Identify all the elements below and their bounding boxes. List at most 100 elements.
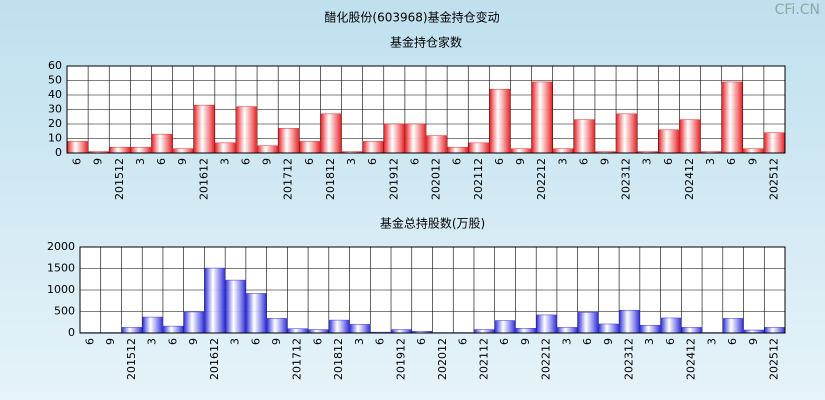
x-tick-label: 202412: [685, 338, 698, 380]
bar: [598, 323, 619, 334]
bar: [619, 309, 640, 334]
bar: [510, 148, 532, 154]
bar: [225, 279, 246, 334]
y-tick-label: 2000: [47, 240, 75, 253]
x-tick-label: 9: [747, 338, 760, 345]
x-tick-label: 3: [641, 158, 654, 165]
bar: [658, 129, 680, 154]
x-tick-label: 9: [602, 338, 615, 345]
bar: [721, 81, 743, 154]
x-tick-label: 6: [83, 338, 96, 345]
bar: [151, 133, 173, 154]
x-tick-label: 3: [218, 158, 231, 165]
y-tick-label: 30: [48, 103, 62, 116]
bar: [640, 325, 661, 334]
x-tick-label: 9: [514, 158, 527, 165]
x-tick-label: 3: [704, 158, 717, 165]
x-tick-label: 201812: [324, 158, 337, 200]
x-tick-label: 202212: [535, 158, 548, 200]
bar: [349, 324, 371, 334]
y-tick-label: 20: [48, 117, 62, 130]
x-tick-label: 3: [134, 158, 147, 165]
bar: [468, 142, 490, 154]
x-tick-label: 202512: [767, 158, 780, 200]
bar: [121, 327, 143, 334]
y-tick-label: 50: [48, 74, 62, 87]
bar: [474, 329, 495, 334]
plot-border: [66, 65, 786, 154]
bar: [67, 141, 88, 154]
x-tick-label: 9: [270, 338, 283, 345]
x-tick-label: 201712: [291, 338, 304, 380]
bar: [130, 146, 152, 154]
y-tick-label: 10: [48, 132, 62, 145]
bar: [536, 314, 557, 334]
page-title: 醋化股份(603968)基金持仓变动: [324, 10, 499, 25]
bar: [764, 132, 785, 154]
x-tick-label: 6: [581, 338, 594, 345]
x-tick-label: 201712: [282, 158, 295, 200]
bar: [163, 325, 184, 334]
y-tick-label: 0: [68, 326, 75, 339]
y-tick-label: 60: [48, 59, 62, 72]
x-tick-label: 201812: [332, 338, 345, 380]
x-tick-label: 9: [746, 158, 759, 165]
x-tick-label: 3: [146, 338, 159, 345]
y-tick-label: 0: [55, 146, 62, 159]
bar: [172, 148, 194, 154]
bar: [573, 119, 595, 154]
x-tick-label: 6: [240, 158, 253, 165]
x-tick-label: 9: [104, 338, 117, 345]
x-tick-label: 6: [664, 338, 677, 345]
x-tick-label: 6: [311, 338, 324, 345]
x-tick-label: 202112: [477, 338, 490, 380]
x-tick-label: 6: [493, 158, 506, 165]
x-tick-label: 6: [451, 158, 464, 165]
bar: [742, 148, 764, 154]
x-tick-label: 3: [353, 338, 366, 345]
bar: [447, 146, 469, 154]
x-tick-label: 3: [556, 158, 569, 165]
x-tick-label: 9: [187, 338, 200, 345]
bar: [494, 320, 516, 334]
bar: [320, 113, 342, 154]
x-tick-label: 6: [303, 158, 316, 165]
bar: [405, 123, 426, 154]
x-tick-label: 202412: [683, 158, 696, 200]
bar: [246, 293, 267, 334]
x-tick-label: 201912: [394, 338, 407, 380]
bar: [278, 128, 300, 154]
bar: [660, 317, 682, 334]
x-tick-label: 6: [166, 338, 179, 345]
bar: [142, 316, 163, 334]
x-tick-label: 202512: [768, 338, 781, 380]
bar: [383, 123, 405, 154]
x-tick-label: 201512: [125, 338, 138, 380]
x-tick-label: 201912: [387, 158, 400, 200]
bar: [328, 319, 350, 334]
x-tick-label: 3: [560, 338, 573, 345]
watermark: CFi.CN: [775, 2, 820, 18]
x-tick-label: 6: [498, 338, 511, 345]
bar: [287, 328, 308, 334]
x-tick-label: 3: [229, 338, 242, 345]
bar: [764, 327, 785, 334]
bar: [204, 267, 225, 334]
bar: [616, 113, 638, 154]
x-tick-label: 3: [345, 158, 358, 165]
bar: [515, 328, 537, 334]
bar: [679, 119, 701, 154]
y-tick-label: 1000: [47, 283, 75, 296]
x-tick-label: 9: [176, 158, 189, 165]
x-tick-label: 9: [261, 158, 274, 165]
bar: [299, 141, 321, 154]
x-tick-label: 202112: [472, 158, 485, 200]
x-tick-label: 9: [92, 158, 105, 165]
bar: [426, 135, 447, 154]
bar: [557, 327, 578, 334]
x-tick-label: 202012: [430, 158, 443, 200]
bar: [257, 145, 279, 154]
x-tick-label: 6: [457, 338, 470, 345]
x-tick-label: 202312: [622, 338, 635, 380]
x-tick-label: 6: [366, 158, 379, 165]
